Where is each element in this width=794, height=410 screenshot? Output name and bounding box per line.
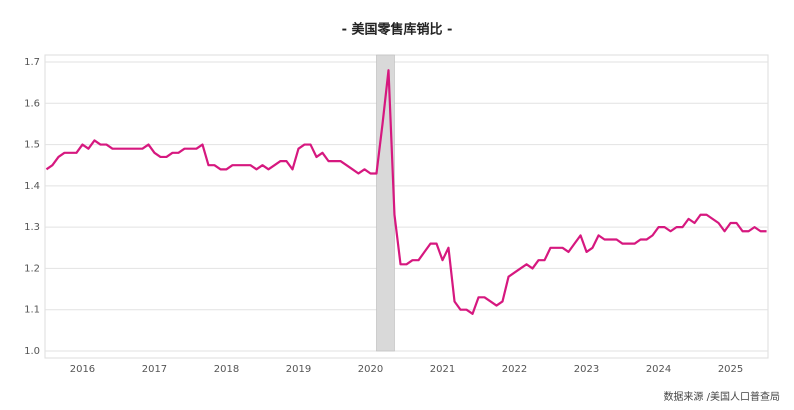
y-tick-label: 1.7 [24,57,40,68]
x-tick-label: 2018 [214,364,239,375]
x-tick-label: 2023 [574,364,599,375]
x-tick-label: 2020 [358,364,383,375]
y-tick-label: 1.2 [24,263,40,274]
source-note: 数据来源 /美国人口普查局 [663,390,780,403]
y-tick-label: 1.0 [24,346,40,357]
y-tick-label: 1.5 [24,140,40,151]
x-tick-label: 2021 [430,364,455,375]
x-tick-label: 2017 [142,364,167,375]
x-tick-label: 2024 [646,364,671,375]
y-tick-label: 1.3 [24,222,40,233]
x-tick-label: 2019 [286,364,311,375]
y-tick-label: 1.1 [24,305,40,316]
y-tick-label: 1.4 [24,181,40,192]
plot-frame [44,54,769,359]
data-line [45,69,767,315]
x-tick-label: 2022 [502,364,527,375]
x-tick-label: 2016 [70,364,95,375]
x-tick-label: 2025 [718,364,743,375]
chart-title: - 美国零售库销比 - [342,22,453,38]
y-tick-label: 1.6 [24,98,40,109]
